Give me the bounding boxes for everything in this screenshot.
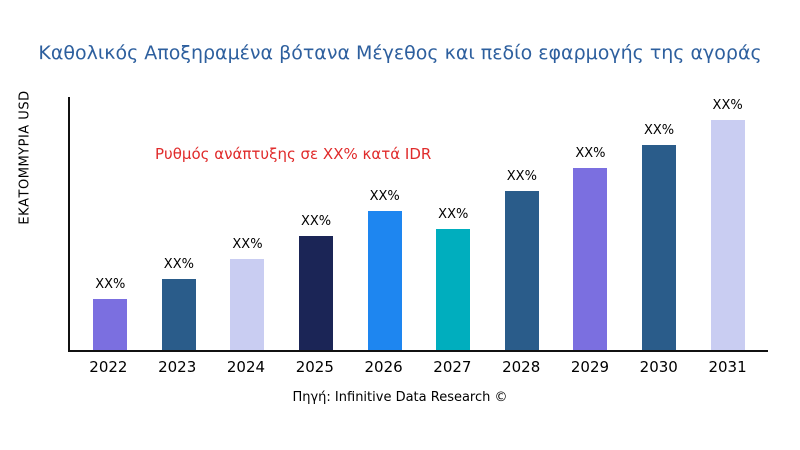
- chart-title: Καθολικός Αποξηραμένα βότανα Μέγεθος και…: [38, 42, 762, 64]
- growth-rate-annotation: Ρυθμός ανάπτυξης σε XX% κατά IDR: [155, 145, 432, 163]
- bar-group: XX%: [693, 97, 762, 350]
- bar-group: XX%: [419, 97, 488, 350]
- x-tick-label: 2024: [226, 358, 266, 376]
- bar-value-label: XX%: [163, 257, 194, 273]
- bar: [642, 145, 677, 350]
- bar-value-label: XX%: [506, 168, 537, 184]
- x-tick-label: 2028: [502, 358, 541, 376]
- bar-value-label: XX%: [643, 123, 675, 139]
- y-axis-label: ΕΚΑΤΟΜΜΥΡΙΑ USD: [17, 90, 33, 225]
- bar: [299, 236, 334, 350]
- x-tick-label: 2023: [158, 358, 197, 376]
- bar-group: XX%: [213, 97, 282, 350]
- bar-value-label: XX%: [438, 206, 469, 222]
- source-text: Πηγή: Infinitive Data Research ©: [292, 390, 508, 405]
- x-tick-label: 2030: [639, 358, 678, 376]
- plot-area: Ρυθμός ανάπτυξης σε XX% κατά IDR XX% XX% X…: [68, 97, 768, 352]
- y-axis-label-wrap: ΕΚΑΤΟΜΜΥΡΙΑ USD: [14, 60, 36, 255]
- bar: [504, 190, 539, 350]
- bar: [93, 299, 128, 350]
- bar-group: XX%: [282, 97, 351, 350]
- bar-value-label: XX%: [712, 97, 743, 113]
- bar-group: XX%: [556, 97, 625, 350]
- x-tick-label: 2022: [89, 358, 128, 376]
- bar-group: XX%: [350, 97, 419, 350]
- bar: [573, 167, 608, 350]
- x-tick-label: 2029: [570, 358, 610, 376]
- bar-group: XX%: [145, 97, 214, 350]
- bar-group: XX%: [625, 97, 694, 350]
- bar-value-label: XX%: [95, 277, 126, 293]
- x-tick-label: 2027: [433, 358, 472, 376]
- x-tick-label: 2025: [295, 358, 334, 376]
- bar: [230, 258, 265, 350]
- bars: XX% XX% XX% XX% XX% XX% XX% XX% XX% XX%: [70, 97, 768, 350]
- bar: [436, 228, 471, 350]
- bar-value-label: XX%: [369, 188, 400, 204]
- bar-value-label: XX%: [232, 236, 263, 252]
- bar-value-label: XX%: [300, 214, 332, 230]
- bar-group: XX%: [76, 97, 145, 350]
- bar: [710, 119, 745, 350]
- x-tick-label: 2026: [364, 358, 403, 376]
- bar: [367, 210, 402, 350]
- x-axis-labels: 2022 2023 2024 2025 2026 2027 2028 2029 2030 2031: [68, 358, 768, 376]
- x-tick-label: 2031: [708, 358, 747, 376]
- bar: [161, 279, 196, 350]
- bar-group: XX%: [488, 97, 557, 350]
- bar-value-label: XX%: [575, 145, 606, 161]
